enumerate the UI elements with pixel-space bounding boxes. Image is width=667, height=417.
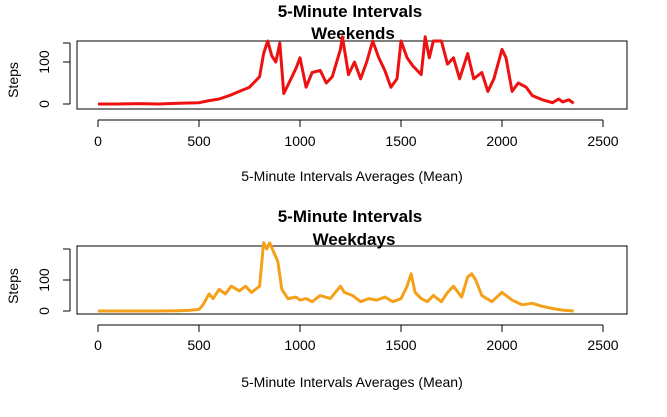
plot-box <box>76 245 628 315</box>
panel-title-line2: Weekdays <box>313 230 396 249</box>
y-axis-label: Steps <box>5 62 21 98</box>
plot-box <box>76 40 628 110</box>
x-axis-label: 5-Minute Intervals Averages (Mean) <box>241 168 463 184</box>
x-axis: 0 500 1000 1500 2000 2500 <box>94 119 619 149</box>
panel-weekdays: 5-Minute Intervals Weekdays 0 500 1000 1500… <box>5 207 628 390</box>
x-tick-label: 2000 <box>486 133 517 149</box>
x-tick-label: 0 <box>94 337 102 353</box>
series-line <box>98 35 575 106</box>
y-axis: 0 100 <box>36 248 71 315</box>
x-tick-label: 2500 <box>587 337 618 353</box>
x-tick-label: 0 <box>94 133 102 149</box>
series-layer <box>98 35 575 106</box>
y-tick-label: 100 <box>36 50 52 74</box>
panel-title-line1: 5-Minute Intervals <box>278 2 423 21</box>
panel-weekends: 5-Minute Intervals Weekends 0 500 1000 1500… <box>5 2 628 184</box>
x-tick-label: 2000 <box>486 337 517 353</box>
panel-title-line1: 5-Minute Intervals <box>278 207 423 226</box>
x-tick-label: 1000 <box>284 133 315 149</box>
x-tick-label: 500 <box>187 133 211 149</box>
series-line <box>98 241 574 313</box>
x-tick-label: 1000 <box>284 337 315 353</box>
series-layer <box>98 241 574 313</box>
y-tick-label: 0 <box>36 100 52 108</box>
x-tick-label: 1500 <box>385 337 416 353</box>
y-axis: 0 100 <box>36 42 71 108</box>
panel-title-line2: Weekends <box>311 24 395 43</box>
x-tick-label: 1500 <box>385 133 416 149</box>
x-tick-label: 500 <box>187 337 211 353</box>
x-axis-label: 5-Minute Intervals Averages (Mean) <box>241 374 463 390</box>
x-tick-label: 2500 <box>587 133 618 149</box>
y-tick-label: 100 <box>36 268 52 292</box>
y-axis-label: Steps <box>5 268 21 304</box>
x-axis: 0 500 1000 1500 2000 2500 <box>94 324 619 353</box>
y-tick-label: 0 <box>36 307 52 315</box>
